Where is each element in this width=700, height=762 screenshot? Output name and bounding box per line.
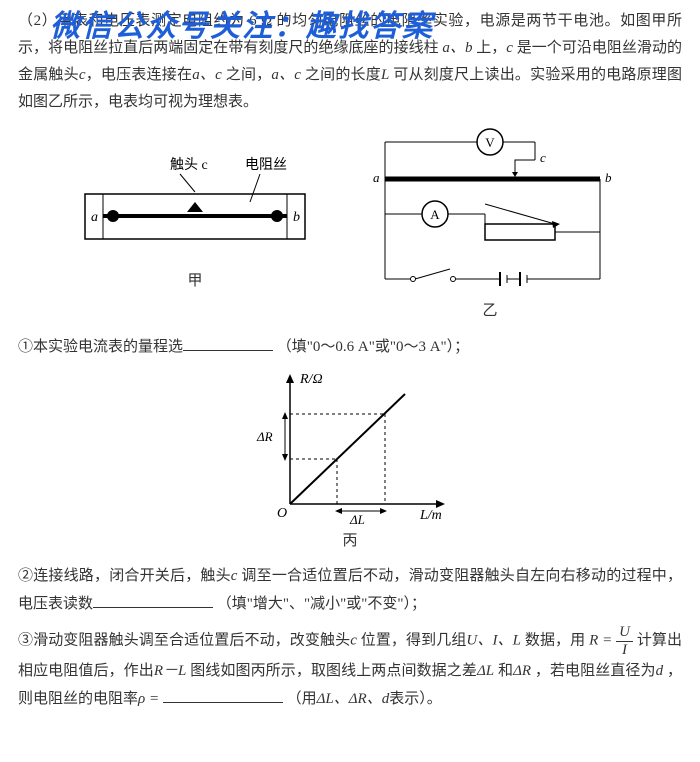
diagram-yi: V c a b A (355, 124, 625, 294)
q3-dl: ΔL (477, 663, 494, 679)
q3-uil: U、I、L (466, 632, 521, 648)
intro-body4: ，电压表连接在 (86, 67, 193, 83)
q2-c: c (231, 568, 238, 584)
diagram-bing: R/Ω L/m O ΔR ΔL (245, 369, 455, 524)
diagram-jia: 触头 c 电阻丝 a b (75, 154, 315, 264)
q3-vars: ΔL、ΔR、d (317, 691, 390, 707)
question-3: ③滑动变阻器触头调至合适位置后不动，改变触头c 位置，得到几组U、I、L 数据，… (18, 624, 682, 713)
q3-blank (163, 685, 283, 703)
q1-post: （填"0～0.6 A"或"0～3 A"）； (277, 339, 469, 355)
q2-pre: ②连接线路，闭合开关后，触头 (18, 568, 231, 584)
q3-mid1: 位置，得到几组 (361, 632, 467, 648)
jia-a: a (91, 210, 98, 225)
intro-body6: 之间的长度 (305, 67, 381, 83)
label-ac: a、c (192, 67, 222, 83)
label-L: L (381, 67, 389, 83)
figure-row-1: 触头 c 电阻丝 a b 甲 V c a b A 乙 (18, 124, 682, 325)
fraction: UI (616, 624, 633, 658)
q3-post: （用 (287, 691, 317, 707)
yi-a: a (373, 170, 380, 185)
q1-pre: ①本实验电流表的量程选 (18, 339, 183, 355)
q3-d: d (656, 663, 664, 679)
label-c: c (506, 40, 513, 56)
q3-pre: ③滑动变阻器触头调至合适位置后不动，改变触头 (18, 632, 350, 648)
delta-l: ΔL (349, 512, 365, 524)
figure-yi: V c a b A 乙 (355, 124, 625, 325)
origin: O (277, 506, 287, 521)
figure-row-2: R/Ω L/m O ΔR ΔL 丙 (18, 369, 682, 555)
voltmeter: V (485, 135, 495, 150)
jia-b: b (293, 210, 300, 225)
caption-bing: 丙 (342, 528, 357, 555)
q3-mid2: 数据，用 (525, 632, 585, 648)
yi-c: c (540, 150, 546, 165)
yi-b: b (605, 170, 612, 185)
label-ac2: a、c (271, 67, 301, 83)
q2-blank (93, 590, 213, 608)
q3-dr: ΔR (513, 663, 531, 679)
figure-jia: 触头 c 电阻丝 a b 甲 (75, 154, 315, 295)
ammeter: A (430, 207, 440, 222)
delta-r: ΔR (256, 429, 273, 444)
q3-eq1: R = (589, 632, 616, 648)
frac-num: U (616, 624, 633, 642)
watermark-text: 微信公众号关注：趣找答案 (50, 0, 434, 54)
label-c2: c (79, 67, 86, 83)
question-2: ②连接线路，闭合开关后，触头c 调至一合适位置后不动，滑动变阻器触头自左向右移动… (18, 563, 682, 618)
intro-body2: 上， (476, 40, 506, 56)
label-touch-c: 触头 c (170, 157, 208, 173)
frac-den: I (616, 642, 633, 659)
q3-rl: R－L (154, 663, 187, 679)
q2-post: （填"增大"、"减小"或"不变"）； (217, 596, 426, 612)
question-1: ①本实验电流表的量程选 （填"0～0.6 A"或"0～3 A"）； (18, 333, 682, 361)
x-axis: L/m (419, 508, 442, 523)
q3-mid4: 图线如图丙所示，取图线上两点间数据之差 (190, 663, 477, 679)
intro-body5: 之间， (226, 67, 272, 83)
label-wire: 电阻丝 (245, 157, 287, 173)
q3-last: 表示）。 (389, 691, 442, 707)
label-ab: a、b (442, 40, 472, 56)
q3-mid5: ，若电阻丝直径为 (535, 663, 656, 679)
q3-c: c (350, 632, 357, 648)
figure-bing: R/Ω L/m O ΔR ΔL 丙 (245, 369, 455, 555)
q3-rho: ρ = (138, 691, 163, 707)
caption-yi: 乙 (482, 298, 497, 325)
caption-jia: 甲 (187, 268, 202, 295)
y-axis: R/Ω (299, 372, 323, 387)
q3-and: 和 (498, 663, 513, 679)
q1-blank (183, 333, 273, 351)
